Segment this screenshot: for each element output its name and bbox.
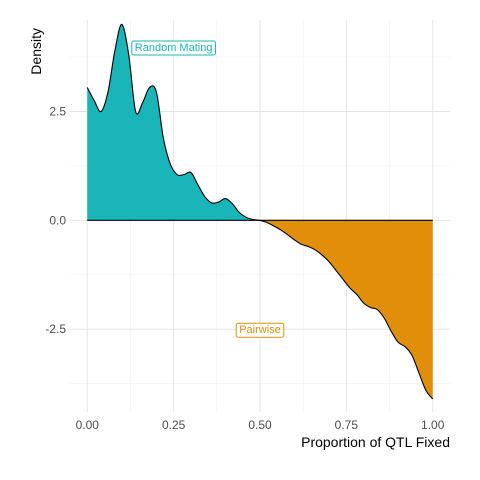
x-tick-label: 0.25: [162, 418, 186, 432]
annotations: Random Mating Pairwise: [131, 40, 285, 338]
annotation-box: [235, 322, 285, 338]
density-areas: [86, 23, 434, 400]
x-tick-label: 0.00: [76, 418, 100, 432]
annotation-label: Random Mating: [131, 40, 216, 56]
annotation-label: Pairwise: [235, 322, 285, 338]
y-axis-title: Density: [28, 28, 44, 75]
y-tick-label: 2.5: [49, 104, 66, 118]
y-tick-label: -2.5: [45, 322, 66, 336]
density-area-2: [260, 220, 433, 399]
x-tick-label: 0.75: [335, 418, 359, 432]
tick-labels: 0.00 0.25 0.50 0.75 1.00 -2.5 0.0 2.5: [45, 104, 444, 432]
annotation-box: [131, 40, 216, 56]
annotation-text: Random Mating: [135, 42, 213, 54]
density-outline-1: [86, 23, 261, 221]
x-tick-label: 1.00: [421, 418, 445, 432]
x-axis-title: Proportion of QTL Fixed: [301, 434, 450, 450]
y-tick-label: 0.0: [49, 213, 66, 227]
x-tick-label: 0.50: [248, 418, 272, 432]
density-outline-2: [259, 219, 434, 400]
annotation-text: Pairwise: [239, 324, 281, 336]
